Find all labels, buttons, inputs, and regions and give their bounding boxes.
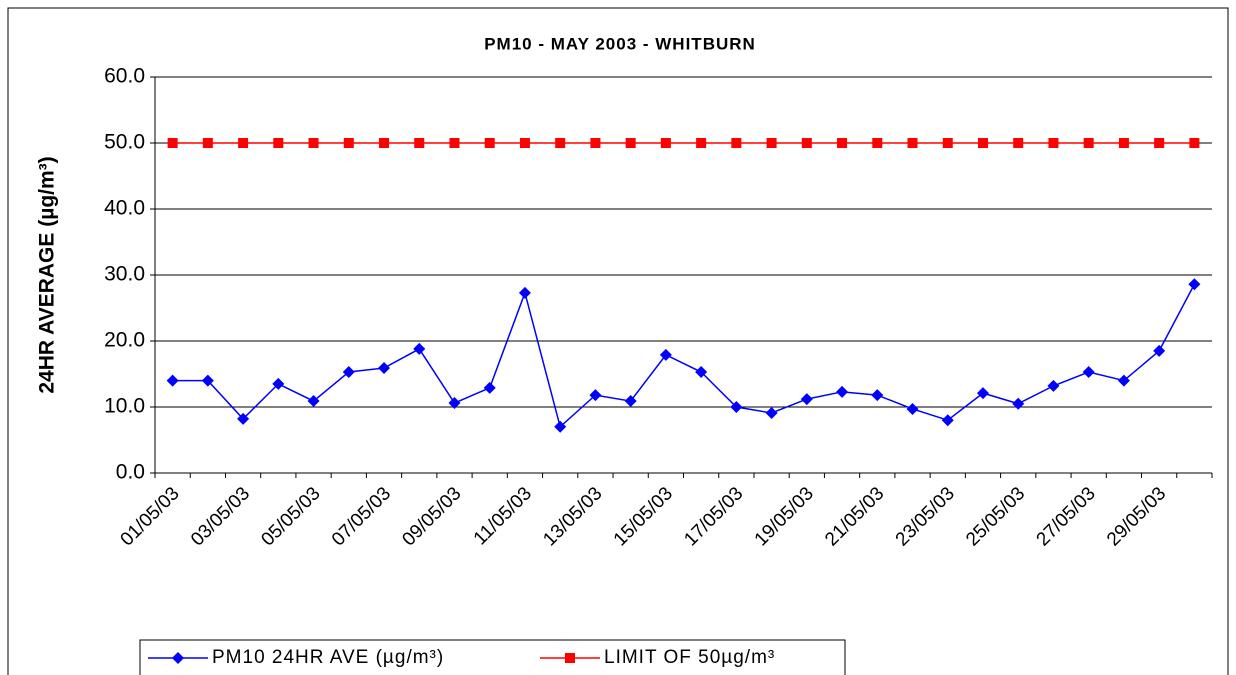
point bbox=[1118, 138, 1129, 148]
point bbox=[976, 387, 989, 400]
point bbox=[555, 138, 566, 148]
point bbox=[484, 138, 495, 148]
point bbox=[1117, 374, 1130, 387]
point bbox=[837, 138, 848, 148]
point bbox=[483, 381, 496, 394]
point bbox=[272, 377, 285, 390]
point bbox=[518, 286, 531, 299]
point bbox=[1154, 138, 1165, 148]
point bbox=[625, 138, 636, 148]
point bbox=[414, 138, 425, 148]
point bbox=[659, 348, 672, 361]
point bbox=[731, 138, 742, 148]
legend-box bbox=[139, 639, 846, 675]
point bbox=[730, 401, 743, 413]
point bbox=[836, 385, 849, 398]
point bbox=[307, 395, 320, 408]
point bbox=[766, 138, 777, 148]
point bbox=[413, 342, 426, 355]
point bbox=[1153, 344, 1166, 357]
y-tick-label: 30.0 bbox=[104, 263, 145, 286]
y-tick-label: 50.0 bbox=[104, 131, 145, 154]
point bbox=[660, 138, 671, 148]
point bbox=[379, 138, 390, 148]
point bbox=[589, 389, 602, 402]
point bbox=[1047, 379, 1060, 392]
point bbox=[624, 395, 637, 408]
y-tick-label: 0.0 bbox=[116, 461, 145, 484]
series-line bbox=[172, 283, 1196, 429]
point bbox=[237, 412, 250, 425]
point bbox=[765, 406, 778, 419]
point bbox=[343, 138, 354, 148]
point bbox=[519, 138, 530, 148]
y-axis-label: 24HR AVERAGE (µg/m³) bbox=[36, 156, 59, 393]
point bbox=[941, 414, 954, 427]
point bbox=[800, 393, 813, 406]
point bbox=[872, 138, 883, 148]
legend-label: LIMIT OF 50µg/m³ bbox=[604, 647, 775, 668]
y-tick-label: 20.0 bbox=[104, 329, 145, 352]
point bbox=[172, 652, 184, 664]
point bbox=[238, 138, 249, 148]
legend-label: PM10 24HR AVE (µg/m³) bbox=[212, 647, 444, 668]
point bbox=[449, 138, 460, 148]
point bbox=[1012, 397, 1025, 410]
point bbox=[202, 138, 213, 148]
point bbox=[590, 138, 601, 148]
point bbox=[342, 366, 355, 379]
point bbox=[1082, 366, 1095, 379]
point bbox=[1188, 278, 1201, 291]
point bbox=[1048, 138, 1059, 148]
point bbox=[308, 138, 319, 148]
point bbox=[167, 138, 178, 148]
point bbox=[906, 402, 919, 415]
point bbox=[907, 138, 918, 148]
point bbox=[695, 366, 708, 379]
point bbox=[554, 420, 567, 433]
point bbox=[201, 374, 214, 387]
point bbox=[977, 138, 988, 148]
point bbox=[565, 653, 575, 663]
point bbox=[696, 138, 707, 148]
y-tick-label: 60.0 bbox=[104, 65, 145, 88]
point bbox=[871, 389, 884, 402]
point bbox=[1083, 138, 1094, 148]
point bbox=[166, 374, 179, 387]
point bbox=[942, 138, 953, 148]
y-tick-label: 10.0 bbox=[104, 395, 145, 418]
point bbox=[1189, 138, 1200, 148]
point bbox=[273, 138, 284, 148]
point bbox=[801, 138, 812, 148]
point bbox=[1013, 138, 1024, 148]
y-tick-label: 40.0 bbox=[104, 197, 145, 220]
chart-title: PM10 - MAY 2003 - WHITBURN bbox=[484, 34, 756, 53]
point bbox=[448, 397, 461, 410]
point bbox=[378, 362, 391, 375]
